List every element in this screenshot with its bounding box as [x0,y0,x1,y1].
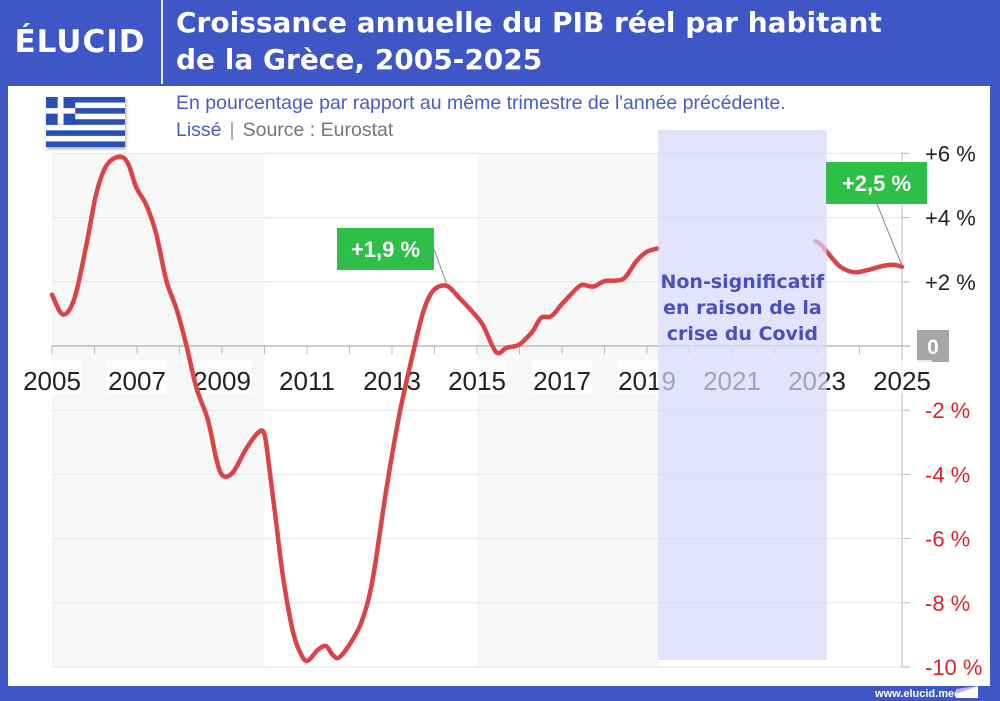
annotation-box [826,162,927,204]
y-tick-label: +2 % [925,270,976,295]
smoothed-note: Lissé [176,119,222,141]
y-tick-label: -6 % [925,527,970,552]
elucid-arrow-icon [956,686,978,698]
annotation-label: +1,9 % [351,237,420,262]
subtitle: En pourcentage par rapport au même trime… [176,92,786,114]
x-tick-label: 2011 [279,366,335,396]
x-tick-label: 2025 [873,366,931,396]
gdp-growth-line [813,238,905,275]
greece-flag-icon [46,97,125,147]
title-line-1: Croissance annuelle du PIB réel par habi… [176,6,882,39]
x-label-background [532,360,592,394]
x-label-background [107,360,167,394]
header-divider [161,0,163,84]
x-tick-label: 2013 [363,366,421,396]
y-tick-label: 0 [927,336,939,359]
page-title: Croissance annuelle du PIB réel par habi… [176,4,882,78]
covid-note-line: en raison de la [663,297,822,319]
covid-note-line: Non-significatif [660,271,825,293]
logo-text: ÉLUCID [14,24,146,60]
x-tick-label: 2007 [108,366,166,396]
x-tick-label: 2005 [23,366,81,396]
x-label-background [872,360,932,394]
source-line: Lissé | Source : Eurostat [176,117,393,143]
y-tick-label: -4 % [925,462,970,487]
x-tick-label: 2015 [448,366,506,396]
logo: ÉLUCID [0,0,160,84]
source-text: Source : Eurostat [242,119,394,141]
x-tick-label: 2017 [533,366,591,396]
annotation-box [337,228,434,270]
x-label-background [447,360,507,394]
x-label-background [192,360,252,394]
title-line-2: de la Grèce, 2005-2025 [176,43,543,76]
y-tick-label: -10 % [925,655,982,680]
y-tick-label: +4 % [925,206,976,231]
separator: | [229,119,235,141]
annotation-label: +2,5 % [842,171,911,196]
y-tick-label: -2 % [925,398,970,423]
gdp-growth-line [49,154,661,664]
annotation-leader-line [876,203,903,266]
x-label-background [277,360,337,394]
y-tick-label: +6 % [925,141,976,166]
website-text: www.elucid.media [875,688,970,700]
x-tick-label: 2009 [193,366,251,396]
zero-label-box [917,330,949,362]
y-tick-label: -8 % [925,591,970,616]
covid-note-line: crise du Covid [667,323,818,345]
footer-website: www.elucid.media [875,688,970,700]
annotation-leader-line [433,248,447,284]
covid-shaded-region [658,130,827,660]
x-label-background [22,360,82,394]
